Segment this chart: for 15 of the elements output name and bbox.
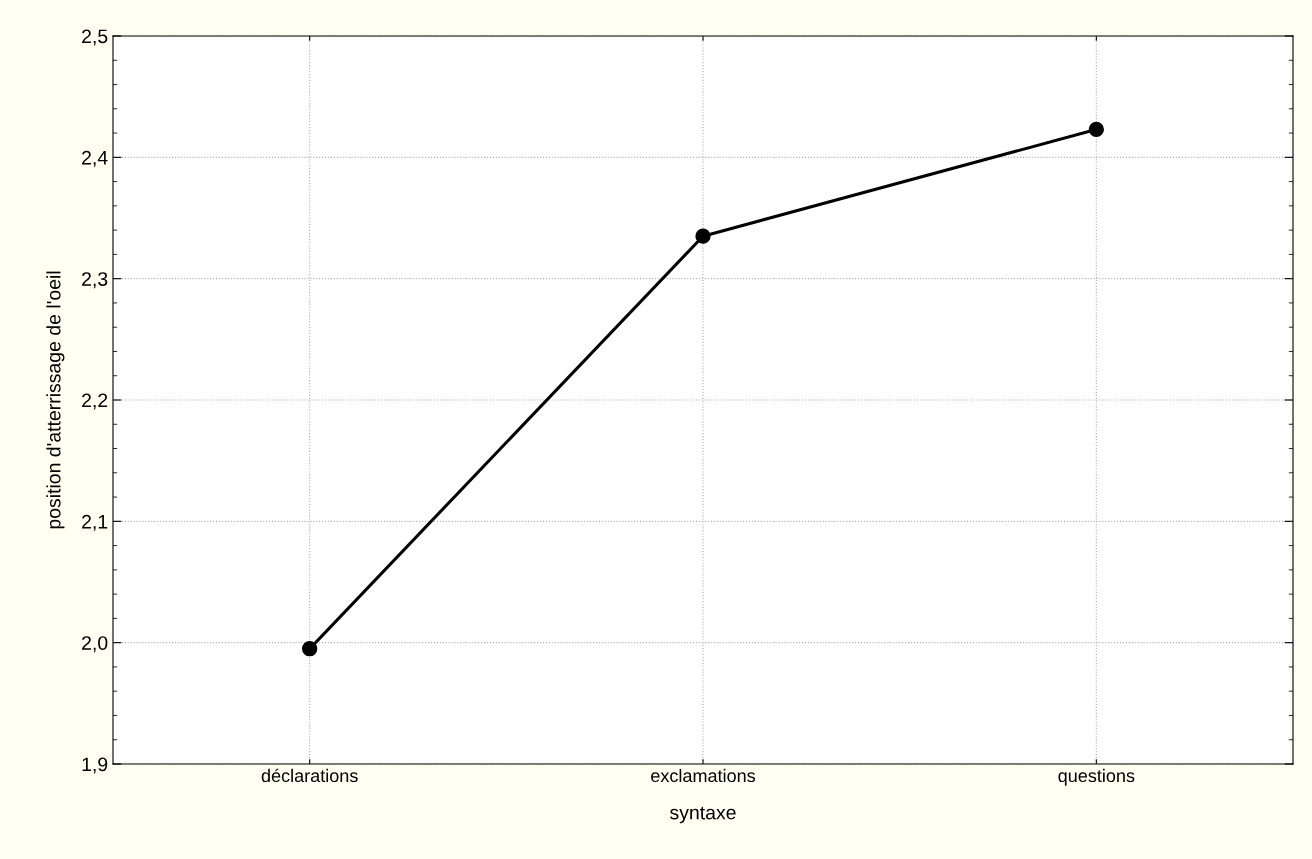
x-tick-label: exclamations [651,768,756,783]
y-tick-label: 1,9 [82,757,108,774]
x-tick-label: déclarations [261,768,358,783]
y-tick-label: 2,4 [82,150,108,167]
x-tick-label: questions [1058,768,1135,786]
point [695,228,711,244]
point [1088,121,1104,138]
y-tick-label: 2,1 [82,514,108,531]
point [302,641,318,657]
y-axis-title: position d'atterrissage de l'oeil [46,271,65,529]
y-tick-label: 2,2 [82,393,108,410]
x-axis-title: syntaxe [670,806,736,824]
y-tick-label: 2,3 [82,272,108,289]
y-tick-label: 2,0 [82,636,108,653]
y-tick-label: 2,5 [82,29,108,46]
